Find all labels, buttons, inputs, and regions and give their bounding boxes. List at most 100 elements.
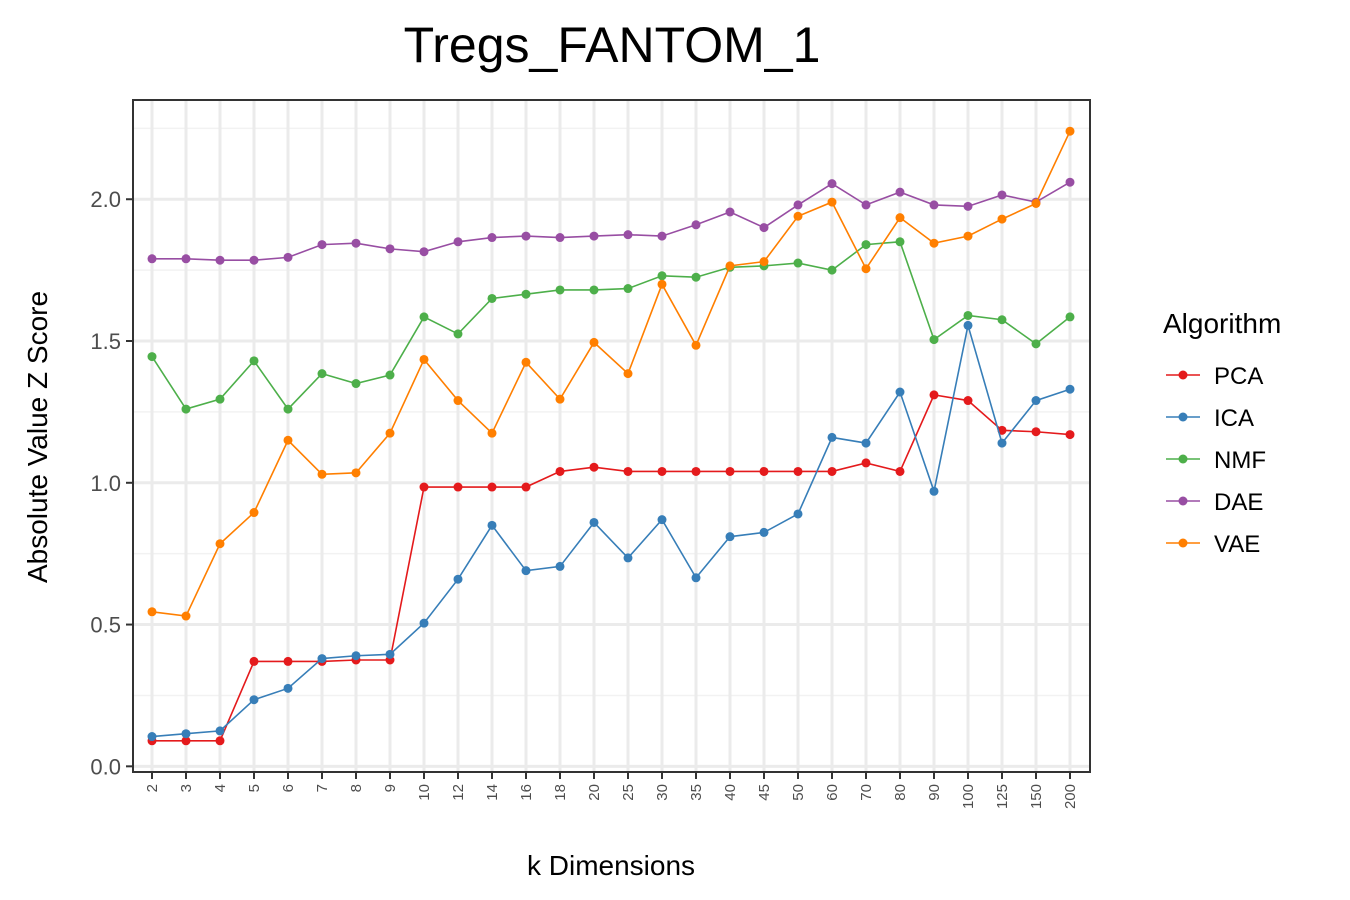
data-point-pca <box>895 466 905 476</box>
data-point-dae <box>827 179 837 189</box>
y-axis-title: Absolute Value Z Score <box>22 291 53 583</box>
data-point-dae <box>453 237 463 247</box>
data-point-nmf <box>691 272 701 282</box>
data-point-nmf <box>861 240 871 250</box>
x-tick-label: 4 <box>212 784 229 792</box>
data-point-nmf <box>1031 339 1041 349</box>
data-point-ica <box>997 438 1007 448</box>
x-tick-label: 10 <box>416 784 433 801</box>
data-point-vae <box>283 435 293 445</box>
data-point-ica <box>521 566 531 576</box>
x-tick-label: 5 <box>246 784 263 792</box>
data-point-nmf <box>351 379 361 389</box>
y-tick-label: 0.0 <box>90 754 121 779</box>
data-point-nmf <box>1065 312 1075 322</box>
data-point-vae <box>555 394 565 404</box>
data-point-ica <box>895 387 905 397</box>
x-tick-label: 12 <box>450 784 467 801</box>
data-point-nmf <box>181 404 191 414</box>
data-point-pca <box>1031 427 1041 437</box>
data-point-dae <box>963 201 973 211</box>
data-point-pca <box>657 466 667 476</box>
x-tick-label: 8 <box>348 784 365 792</box>
data-point-nmf <box>589 285 599 295</box>
data-point-pca <box>623 466 633 476</box>
data-point-pca <box>963 396 973 406</box>
x-tick-label: 14 <box>484 784 501 801</box>
data-point-pca <box>249 656 259 666</box>
data-point-vae <box>521 357 531 367</box>
data-point-ica <box>623 553 633 563</box>
data-point-pca <box>419 482 429 492</box>
data-point-ica <box>249 695 259 705</box>
data-point-vae <box>1065 126 1075 136</box>
x-tick-label: 150 <box>1028 784 1045 809</box>
data-point-ica <box>589 517 599 527</box>
data-point-ica <box>385 649 395 659</box>
x-tick-label: 45 <box>756 784 773 801</box>
data-point-pca <box>589 462 599 472</box>
data-point-dae <box>793 200 803 210</box>
legend-key-point-nmf <box>1178 454 1188 464</box>
data-point-dae <box>725 207 735 217</box>
legend-key-point-dae <box>1178 496 1188 506</box>
data-point-vae <box>691 340 701 350</box>
x-tick-label: 35 <box>688 784 705 801</box>
series-line-vae <box>151 130 1071 617</box>
data-point-dae <box>929 200 939 210</box>
data-point-ica <box>963 320 973 330</box>
data-point-ica <box>453 574 463 584</box>
data-point-dae <box>283 252 293 262</box>
data-point-vae <box>249 508 259 518</box>
series-line-nmf <box>151 240 1071 411</box>
data-point-vae <box>419 354 429 364</box>
data-point-nmf <box>385 370 395 380</box>
data-point-ica <box>1031 396 1041 406</box>
series-line-pca <box>152 393 1071 742</box>
x-axis-title: k Dimensions <box>527 850 695 881</box>
plot-panel: 0.00.51.01.52.02 3 4 5 6 7 8 9 10 12 14 16 18 20 25 30 3… <box>90 99 1091 809</box>
x-tick-label: 100 <box>960 784 977 809</box>
x-tick-label: 3 <box>178 784 195 792</box>
data-point-nmf <box>453 329 463 339</box>
data-point-ica <box>827 432 837 442</box>
data-point-vae <box>793 211 803 221</box>
data-point-nmf <box>827 265 837 275</box>
data-point-vae <box>963 231 973 241</box>
data-point-vae <box>181 611 191 621</box>
data-point-nmf <box>521 289 531 299</box>
data-point-dae <box>691 220 701 230</box>
x-tick-label: 70 <box>858 784 875 801</box>
x-tick-label: 2 <box>144 784 161 792</box>
legend-label-pca: PCA <box>1214 363 1263 390</box>
data-point-ica <box>419 618 429 628</box>
data-point-ica <box>929 486 939 496</box>
data-point-ica <box>487 520 497 530</box>
data-point-vae <box>147 607 157 617</box>
series-line-ica <box>151 325 1071 738</box>
data-point-vae <box>487 428 497 438</box>
data-point-vae <box>1031 198 1041 208</box>
data-point-ica <box>691 573 701 583</box>
data-point-dae <box>215 255 225 265</box>
x-tick-label: 25 <box>620 784 637 801</box>
legend: Algorithm PCA ICA NMF DAE VAE <box>1163 308 1281 558</box>
data-point-pca <box>1065 430 1075 440</box>
data-point-nmf <box>963 310 973 320</box>
data-point-vae <box>351 468 361 478</box>
data-point-ica <box>793 509 803 519</box>
data-point-vae <box>589 337 599 347</box>
data-point-ica <box>657 515 667 525</box>
legend-key-point-vae <box>1178 538 1188 548</box>
data-point-dae <box>385 244 395 254</box>
data-point-ica <box>759 527 769 537</box>
data-point-nmf <box>283 404 293 414</box>
data-point-dae <box>317 240 327 250</box>
data-point-vae <box>759 257 769 267</box>
data-point-vae <box>657 279 667 289</box>
data-point-dae <box>861 200 871 210</box>
y-tick-label: 1.0 <box>90 471 121 496</box>
data-point-ica <box>283 683 293 693</box>
legend-key-point-ica <box>1178 412 1188 422</box>
data-point-pca <box>861 458 871 468</box>
